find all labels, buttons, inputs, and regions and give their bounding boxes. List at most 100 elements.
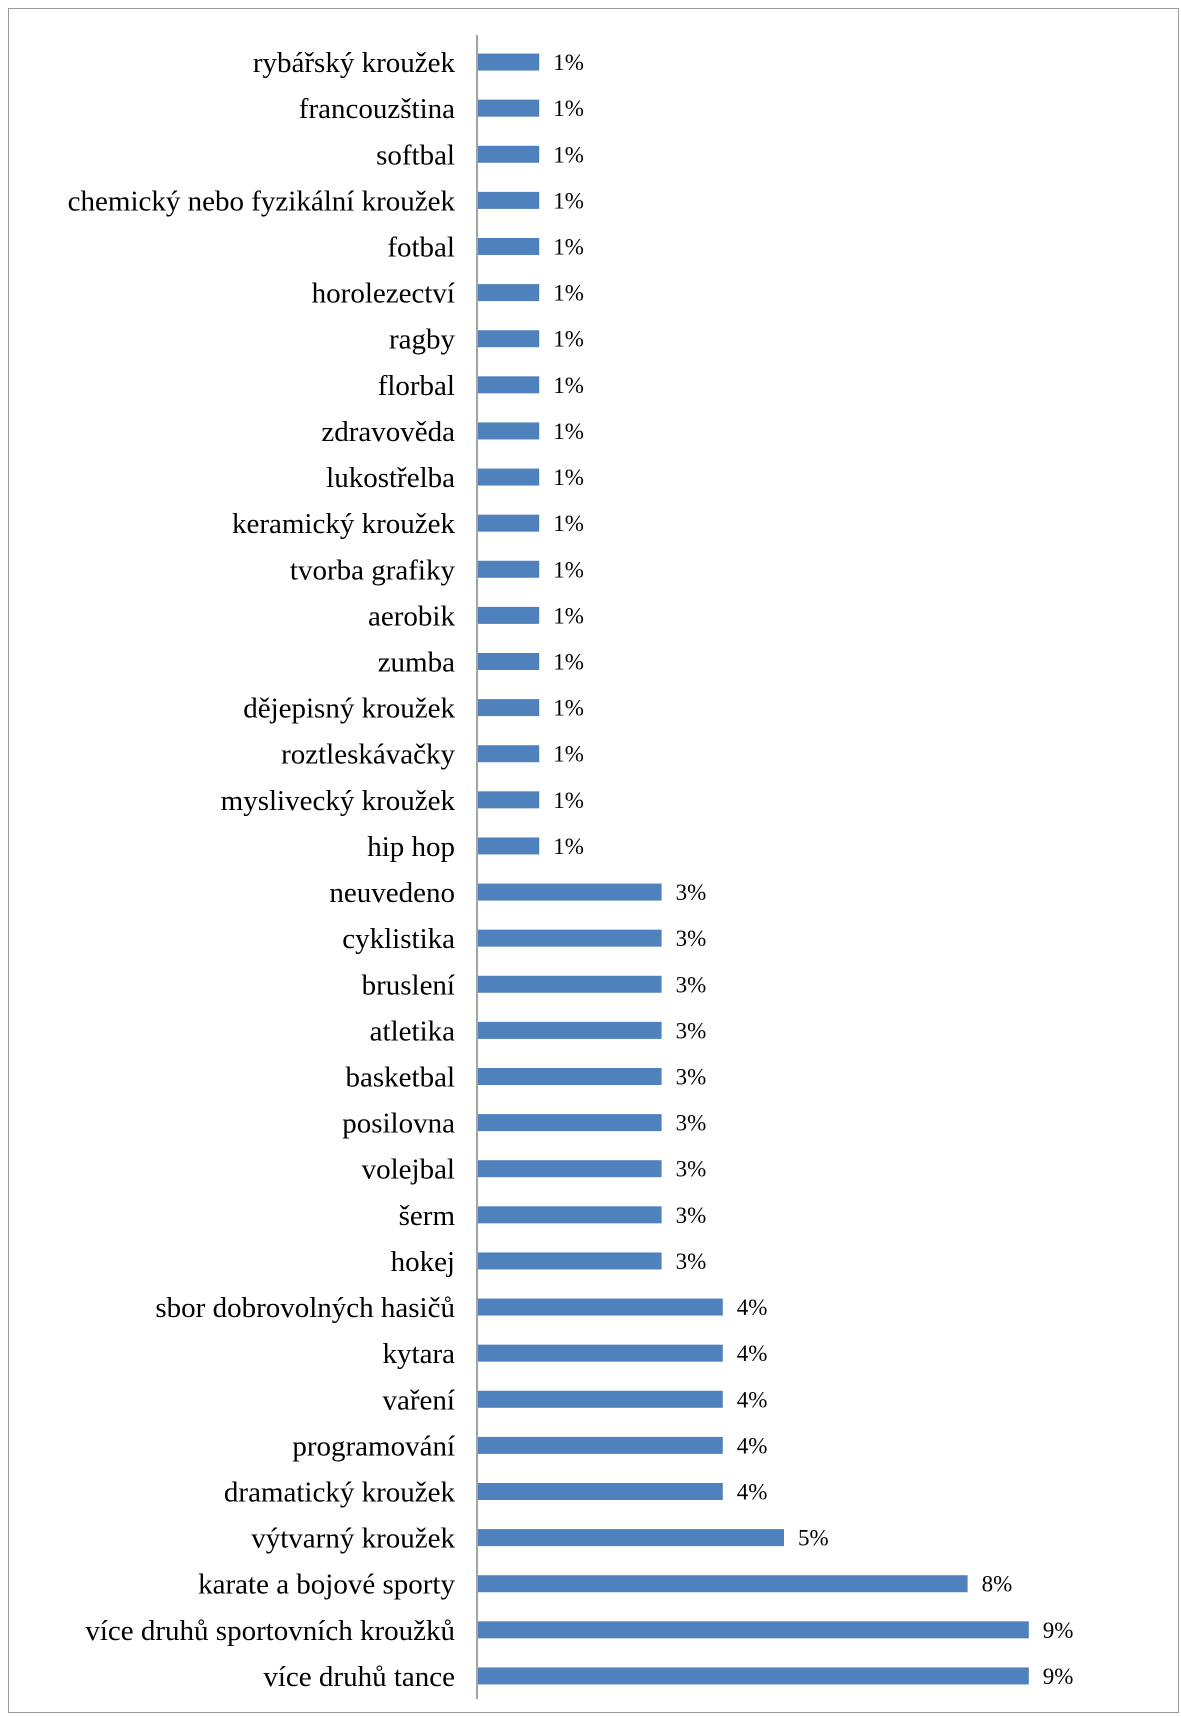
bar-31	[478, 1483, 723, 1500]
bar-20	[478, 975, 662, 993]
category-label-16: myslivecký kroužek	[221, 785, 456, 817]
category-label-0: rybářský kroužek	[253, 47, 456, 79]
category-label-30: programování	[292, 1430, 455, 1462]
category-label-17: hip hop	[367, 831, 455, 863]
value-label-31: 4%	[737, 1480, 768, 1505]
bar-0	[478, 53, 540, 71]
bar-25	[478, 1206, 662, 1224]
value-label-2: 1%	[553, 142, 584, 167]
bar-13	[478, 653, 540, 670]
category-label-33: karate a bojové sporty	[198, 1569, 455, 1601]
bar-8	[478, 422, 540, 440]
category-label-3: chemický nebo fyzikální kroužek	[68, 185, 456, 217]
category-label-31: dramatický kroužek	[224, 1477, 456, 1509]
value-label-15: 1%	[553, 742, 584, 767]
category-label-25: šerm	[399, 1200, 456, 1232]
value-label-16: 1%	[553, 788, 584, 813]
value-label-11: 1%	[553, 557, 584, 582]
bar-7	[478, 376, 540, 394]
value-label-21: 3%	[676, 1018, 707, 1043]
value-label-27: 4%	[737, 1295, 768, 1320]
category-label-12: aerobik	[368, 600, 455, 632]
bar-27	[478, 1298, 723, 1316]
value-label-3: 1%	[553, 188, 584, 213]
value-label-20: 3%	[676, 972, 707, 997]
category-label-13: zumba	[378, 647, 455, 679]
bar-3	[478, 191, 540, 209]
value-label-17: 1%	[553, 834, 584, 859]
category-label-21: atletika	[370, 1015, 455, 1047]
bar-14	[478, 699, 540, 717]
bar-15	[478, 745, 540, 763]
value-labels-group: 1% 1% 1% 1% 1% 1% 1% 1% 1% 1% 1% 1% 1% 1% 1% 1% 1% 1% 3% 3%…	[553, 50, 1073, 1689]
value-label-23: 3%	[676, 1111, 707, 1136]
bar-35	[478, 1667, 1029, 1685]
bar-12	[478, 606, 540, 624]
category-label-29: vaření	[383, 1384, 455, 1416]
value-label-14: 1%	[553, 696, 584, 721]
bar-9	[478, 468, 540, 486]
category-label-6: ragby	[389, 324, 456, 356]
bar-10	[478, 514, 540, 532]
bar-30	[478, 1436, 723, 1454]
bar-2	[478, 145, 540, 163]
value-label-1: 1%	[553, 96, 584, 121]
category-label-19: cyklistika	[342, 923, 455, 955]
bar-chart: rybářský kroužek francouzština softbal chem…	[68, 35, 1073, 1699]
bar-26	[478, 1252, 662, 1270]
bar-33	[478, 1575, 968, 1593]
value-label-5: 1%	[553, 281, 584, 306]
category-label-15: roztleskávačky	[281, 739, 455, 771]
bar-4	[478, 238, 540, 255]
category-label-28: kytara	[383, 1338, 456, 1370]
value-label-18: 3%	[676, 880, 707, 905]
value-label-10: 1%	[553, 511, 584, 536]
bar-5	[478, 284, 540, 302]
category-label-34: více druhů sportovních kroužků	[85, 1615, 455, 1647]
category-label-14: dějepisný kroužek	[243, 693, 455, 725]
bar-17	[478, 837, 540, 855]
category-label-7: florbal	[378, 370, 455, 402]
category-label-27: sbor dobrovolných hasičů	[155, 1292, 455, 1324]
category-label-24: volejbal	[362, 1154, 455, 1186]
bar-18	[478, 883, 662, 901]
value-label-29: 4%	[737, 1387, 768, 1412]
category-label-32: výtvarný kroužek	[251, 1523, 455, 1555]
category-label-35: více druhů tance	[263, 1661, 455, 1693]
value-label-32: 5%	[798, 1526, 829, 1551]
bar-29	[478, 1390, 723, 1408]
category-label-2: softbal	[376, 139, 455, 171]
value-label-35: 9%	[1043, 1664, 1074, 1689]
bar-16	[478, 791, 540, 809]
category-label-18: neuvedeno	[329, 877, 455, 909]
bar-34	[478, 1621, 1029, 1639]
value-label-26: 3%	[676, 1249, 707, 1274]
bar-1	[478, 99, 540, 117]
value-label-22: 3%	[676, 1065, 707, 1090]
category-label-23: posilovna	[342, 1108, 455, 1140]
bar-19	[478, 929, 662, 947]
bar-24	[478, 1160, 662, 1178]
value-label-6: 1%	[553, 327, 584, 352]
category-label-20: bruslení	[362, 969, 455, 1001]
value-label-34: 9%	[1043, 1618, 1074, 1643]
value-label-13: 1%	[553, 650, 584, 675]
value-label-8: 1%	[553, 419, 584, 444]
category-label-1: francouzština	[299, 93, 455, 125]
value-label-7: 1%	[553, 373, 584, 398]
value-label-28: 4%	[737, 1341, 768, 1366]
bar-32	[478, 1529, 784, 1547]
category-label-9: lukostřelba	[326, 462, 455, 494]
bar-23	[478, 1114, 662, 1132]
value-label-33: 8%	[982, 1572, 1013, 1597]
category-label-26: hokej	[391, 1246, 455, 1278]
category-label-11: tvorba grafiky	[290, 554, 456, 586]
bar-11	[478, 560, 540, 578]
category-label-8: zdravověda	[321, 416, 455, 448]
value-label-30: 4%	[737, 1433, 768, 1458]
bar-28	[478, 1344, 723, 1362]
category-label-10: keramický kroužek	[232, 508, 456, 540]
value-label-25: 3%	[676, 1203, 707, 1228]
value-label-4: 1%	[553, 235, 584, 260]
category-label-22: basketbal	[345, 1062, 455, 1094]
